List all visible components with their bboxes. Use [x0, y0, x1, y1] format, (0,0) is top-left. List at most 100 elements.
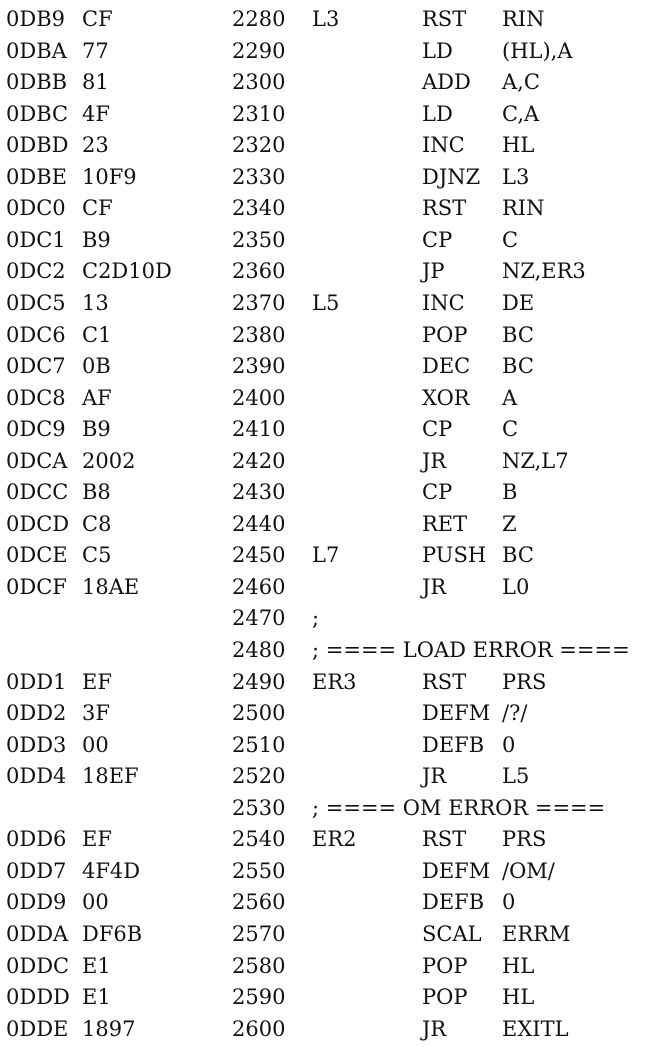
machine-code-cell: 1897 [82, 1016, 136, 1041]
machine-code-cell: C8 [82, 511, 112, 536]
line-number-cell: 2290 [232, 38, 286, 63]
comment-cell: ; ==== LOAD ERROR ==== [312, 638, 630, 662]
listing-row: 0DD7 4F4D 2550 DEFM/OM/ [0, 855, 671, 887]
machine-code-cell: 18EF [82, 764, 139, 789]
machine-code-cell: EF [82, 669, 112, 694]
operand-cell: L0 [502, 574, 530, 599]
opcode-cell: XOR [422, 385, 470, 410]
opcode-cell: RET [422, 511, 468, 536]
address-cell: 0DC1 [6, 227, 66, 252]
opcode-cell: RST [422, 827, 467, 852]
listing-row: 0DD1 EF 2490 ER3 RST PRS [0, 666, 671, 698]
listing-row: 0DDD E1 2590 POP HL [0, 981, 671, 1013]
address-cell: 0DC8 [6, 385, 66, 410]
address-cell: 0DC2 [6, 259, 66, 284]
line-number-cell: 2550 [232, 858, 286, 883]
machine-code-cell: 00 [82, 732, 109, 757]
operand-cell: HL [502, 985, 535, 1010]
address-cell: 0DD9 [6, 890, 67, 915]
comment-cell: ; [312, 606, 320, 631]
operand-cell: C [502, 227, 519, 252]
listing-row: 0DC5 13 2370 L5 INC DE [0, 287, 671, 319]
opcode-cell: DEFB [422, 890, 485, 915]
address-cell: 0DC5 [6, 290, 66, 315]
opcode-cell: JR [422, 764, 447, 789]
listing-row: 0DC2 C2D10D 2360 JP NZ,ER3 [0, 255, 671, 287]
listing-row: 0DC0 CF 2340 RST RIN [0, 192, 671, 224]
listing-row: 0DC8 AF 2400 XOR A [0, 382, 671, 414]
label-cell: ER3 [312, 669, 357, 694]
address-cell: 0DC0 [6, 196, 66, 221]
line-number-cell: 2410 [232, 417, 286, 442]
listing-row: 2530 ; ==== OM ERROR ==== [0, 792, 671, 824]
address-cell: 0DDA [6, 921, 69, 946]
operand-cell: L3 [502, 164, 530, 189]
line-number-cell: 2430 [232, 480, 286, 505]
address-cell: 0DCA [6, 448, 68, 473]
operand-cell: PRS [502, 827, 547, 852]
address-cell: 0DC6 [6, 322, 66, 347]
opcode-cell: CP [422, 227, 453, 252]
listing-row: 0DD2 3F 2500 DEFM /?/ [0, 697, 671, 729]
machine-code-cell: 4F4D [82, 858, 141, 883]
operand-cell: RIN [502, 196, 545, 221]
address-cell: 0DDE [6, 1016, 69, 1041]
line-number-cell: 2580 [232, 953, 286, 978]
machine-code-cell: CF [82, 7, 113, 31]
operand-cell: C [502, 417, 519, 442]
line-number-cell: 2510 [232, 732, 286, 757]
operand-cell: NZ,ER3 [502, 259, 586, 284]
label-cell: L7 [312, 543, 340, 568]
listing-row: 0DBE 10F9 2330 DJNZ L3 [0, 161, 671, 193]
opcode-cell: DEFM [422, 701, 491, 726]
machine-code-cell: EF [82, 827, 112, 852]
machine-code-cell: 0B [82, 354, 111, 379]
listing-row: 0DC1 B9 2350 CP C [0, 224, 671, 256]
opcode-cell: JR [422, 1016, 447, 1041]
line-number-cell: 2380 [232, 322, 286, 347]
operand-cell: DE [502, 290, 535, 315]
address-cell: 0DBA [6, 38, 67, 63]
listing-row: 0DCD C8 2440 RET Z [0, 508, 671, 540]
address-cell: 0DD4 [6, 764, 67, 789]
operand-cell: /OM/ [502, 858, 555, 883]
listing-row: 0DD3 00 2510 DEFB 0 [0, 729, 671, 761]
machine-code-cell: 3F [82, 701, 110, 726]
line-number-cell: 2360 [232, 259, 286, 284]
opcode-cell: DEC [422, 354, 471, 379]
line-number-cell: 2320 [232, 133, 286, 158]
address-cell: 0DB9 [6, 7, 65, 31]
line-number-cell: 2570 [232, 921, 286, 946]
machine-code-cell: E1 [82, 953, 111, 978]
opcode-cell: LD [422, 38, 453, 63]
opcode-cell: POP [422, 985, 468, 1010]
listing-row: 2470; [0, 602, 671, 634]
opcode-cell: JR [422, 574, 447, 599]
line-number-cell: 2480 [232, 638, 286, 662]
operand-cell: C,A [502, 101, 540, 126]
listing-row: 0DBD 23 2320 INC HL [0, 129, 671, 161]
line-number-cell: 2310 [232, 101, 286, 126]
machine-code-cell: AF [82, 385, 112, 410]
address-cell: 0DCF [6, 574, 67, 599]
line-number-cell: 2520 [232, 764, 286, 789]
address-cell: 0DCD [6, 511, 70, 536]
address-cell: 0DD2 [6, 701, 67, 726]
label-cell: L5 [312, 290, 340, 315]
line-number-cell: 2280 [232, 7, 286, 31]
listing-row: 0DCE C5 2450 L7 PUSH BC [0, 539, 671, 571]
opcode-cell: DEFM [422, 858, 491, 883]
opcode-cell: POP [422, 953, 468, 978]
address-cell: 0DD3 [6, 732, 67, 757]
operand-cell: A,C [502, 70, 540, 95]
listing-row: 0DDA DF6B 2570 SCAL ERRM [0, 918, 671, 950]
operand-cell: PRS [502, 669, 547, 694]
opcode-cell: LD [422, 101, 453, 126]
opcode-cell: JP [422, 259, 445, 284]
operand-cell: L5 [502, 764, 530, 789]
address-cell: 0DC9 [6, 417, 66, 442]
line-number-cell: 2540 [232, 827, 286, 852]
line-number-cell: 2590 [232, 985, 286, 1010]
machine-code-cell: 81 [82, 70, 109, 95]
opcode-cell: PUSH [422, 543, 487, 568]
